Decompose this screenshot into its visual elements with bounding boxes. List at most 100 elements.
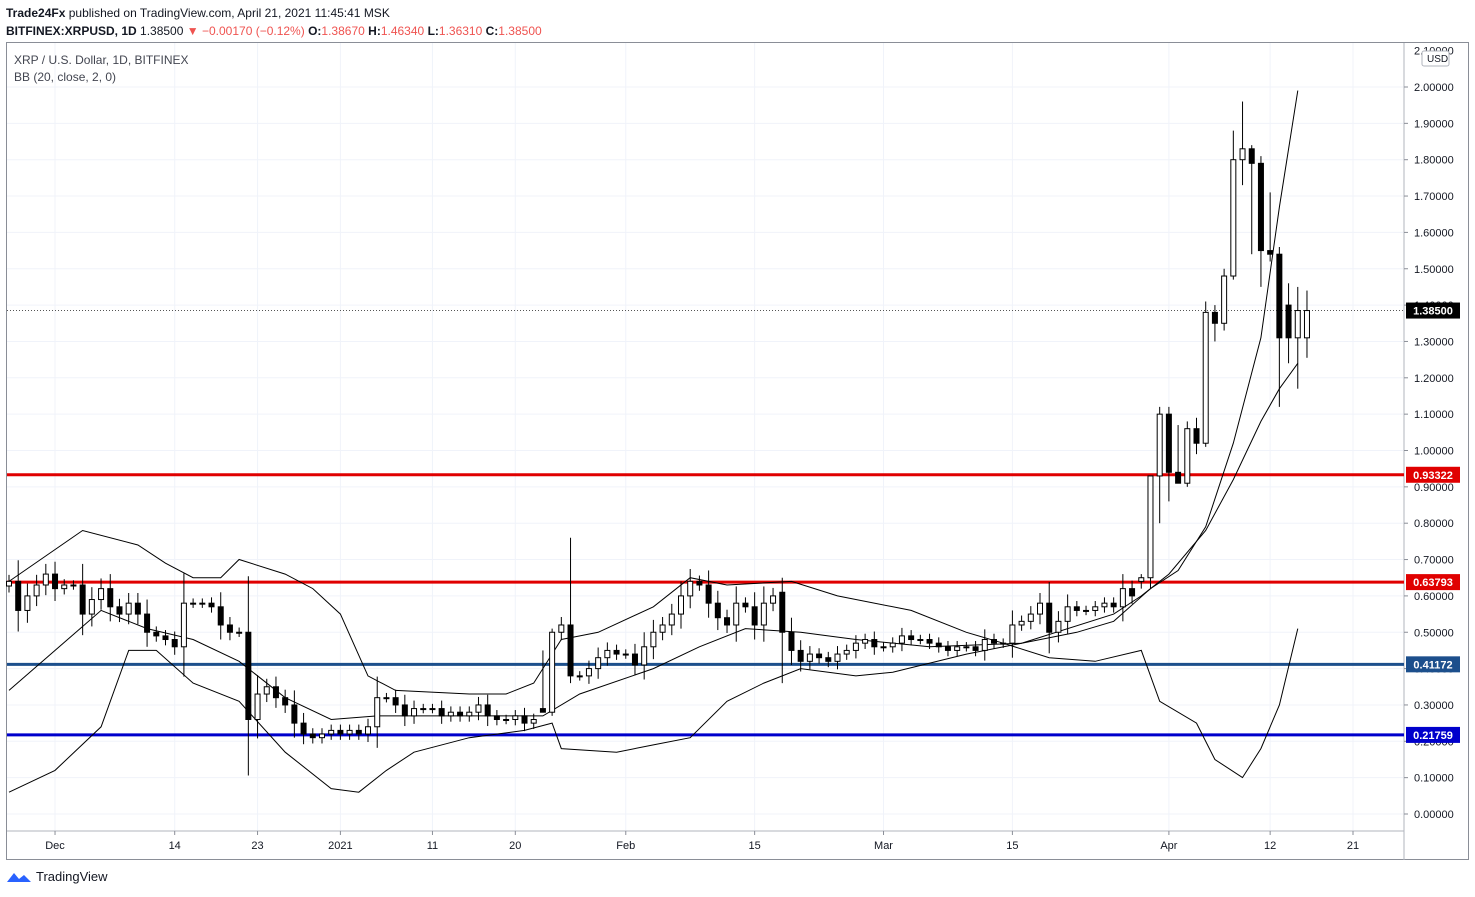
candle-body[interactable] [1000,642,1007,645]
candle-body[interactable] [1221,275,1228,324]
candle-body[interactable] [816,653,823,659]
candle-body[interactable] [1009,624,1016,644]
candle-body[interactable] [687,580,694,597]
candle-body[interactable] [355,729,362,735]
candle-body[interactable] [1202,311,1209,444]
currency-badge[interactable] [1421,50,1450,67]
candle-body[interactable] [705,584,712,604]
candle-body[interactable] [1055,620,1062,633]
footer-brand[interactable]: TradingView [36,869,108,884]
candle-body[interactable] [1211,311,1218,324]
candle-body[interactable] [125,602,132,615]
candle-body[interactable] [604,649,611,659]
candle-body[interactable] [871,639,878,648]
candle-body[interactable] [862,639,869,644]
candle-body[interactable] [944,646,951,651]
candle-body[interactable] [1294,310,1301,339]
candle-body[interactable] [6,580,12,587]
chart-frame[interactable] [6,42,1469,860]
candle-body[interactable] [1083,609,1090,612]
candle-body[interactable] [300,722,307,735]
candle-body[interactable] [558,624,565,633]
candle-body[interactable] [1184,428,1191,484]
candle-body[interactable] [963,646,970,649]
candle-body[interactable] [1165,413,1172,473]
candle-body[interactable] [180,602,187,648]
candle-body[interactable] [641,646,648,666]
candle-body[interactable] [806,653,813,662]
candle-body[interactable] [678,595,684,615]
candle-body[interactable] [650,631,657,648]
candle-body[interactable] [217,606,224,626]
candle-body[interactable] [107,588,114,608]
candle-body[interactable] [24,595,31,611]
candle-body[interactable] [429,708,436,711]
candle-body[interactable] [254,693,261,720]
candle-body[interactable] [291,704,298,724]
candle-body[interactable] [337,729,344,735]
candle-body[interactable] [493,715,500,720]
candle-body[interactable] [567,624,574,677]
candle-body[interactable] [52,573,59,590]
candle-body[interactable] [190,602,197,605]
candle-body[interactable] [1276,253,1283,339]
candle-body[interactable] [383,697,390,700]
publisher-name[interactable]: Trade24Fx [6,6,66,20]
candle-body[interactable] [530,718,537,724]
candle-body[interactable] [990,639,997,644]
candle-body[interactable] [825,657,832,662]
candle-body[interactable] [1285,304,1292,339]
candle-body[interactable] [613,649,620,655]
candle-body[interactable] [1073,606,1080,611]
candle-body[interactable] [199,602,206,605]
candle-body[interactable] [880,646,887,649]
candle-body[interactable] [917,639,924,642]
candle-body[interactable] [1119,588,1126,608]
candle-body[interactable] [742,602,749,608]
candle-body[interactable] [1193,428,1200,444]
candle-body[interactable] [512,715,519,720]
candle-body[interactable] [88,599,95,615]
candle-body[interactable] [981,639,988,651]
candle-body[interactable] [236,631,243,634]
candle-body[interactable] [245,631,252,720]
candle-body[interactable] [309,733,316,739]
candle-body[interactable] [346,729,353,735]
candle-body[interactable] [318,733,325,739]
candle-body[interactable] [843,649,850,655]
candle-body[interactable] [484,704,491,717]
candle-body[interactable] [1018,620,1025,626]
candle-body[interactable] [898,635,905,644]
candle-body[interactable] [1064,606,1071,622]
candle-body[interactable] [272,686,279,699]
candle-body[interactable] [144,613,151,633]
candle-body[interactable] [134,602,141,615]
candle-body[interactable] [79,584,86,615]
candle-body[interactable] [539,708,546,713]
candle-body[interactable] [668,613,675,626]
candle-body[interactable] [889,642,896,648]
candle-body[interactable] [162,635,169,641]
candle-body[interactable] [935,642,942,648]
candle-body[interactable] [420,708,427,711]
candle-body[interactable] [549,631,556,713]
candle-body[interactable] [779,591,786,633]
candle-body[interactable] [411,708,418,717]
candle-body[interactable] [1175,471,1182,484]
candle-body[interactable] [724,617,731,626]
candle-body[interactable] [696,580,703,586]
candle-body[interactable] [116,606,123,615]
candle-body[interactable] [328,729,335,735]
candle-body[interactable] [61,584,68,590]
candle-body[interactable] [760,602,767,626]
candle-body[interactable] [622,653,629,656]
candle-body[interactable] [1230,159,1237,277]
candle-body[interactable] [659,624,666,633]
candle-body[interactable] [1129,588,1136,597]
candle-body[interactable] [171,639,178,648]
candle-body[interactable] [475,704,482,713]
candle-body[interactable] [457,711,464,717]
candle-body[interactable] [595,657,602,670]
candle-body[interactable] [797,649,804,662]
